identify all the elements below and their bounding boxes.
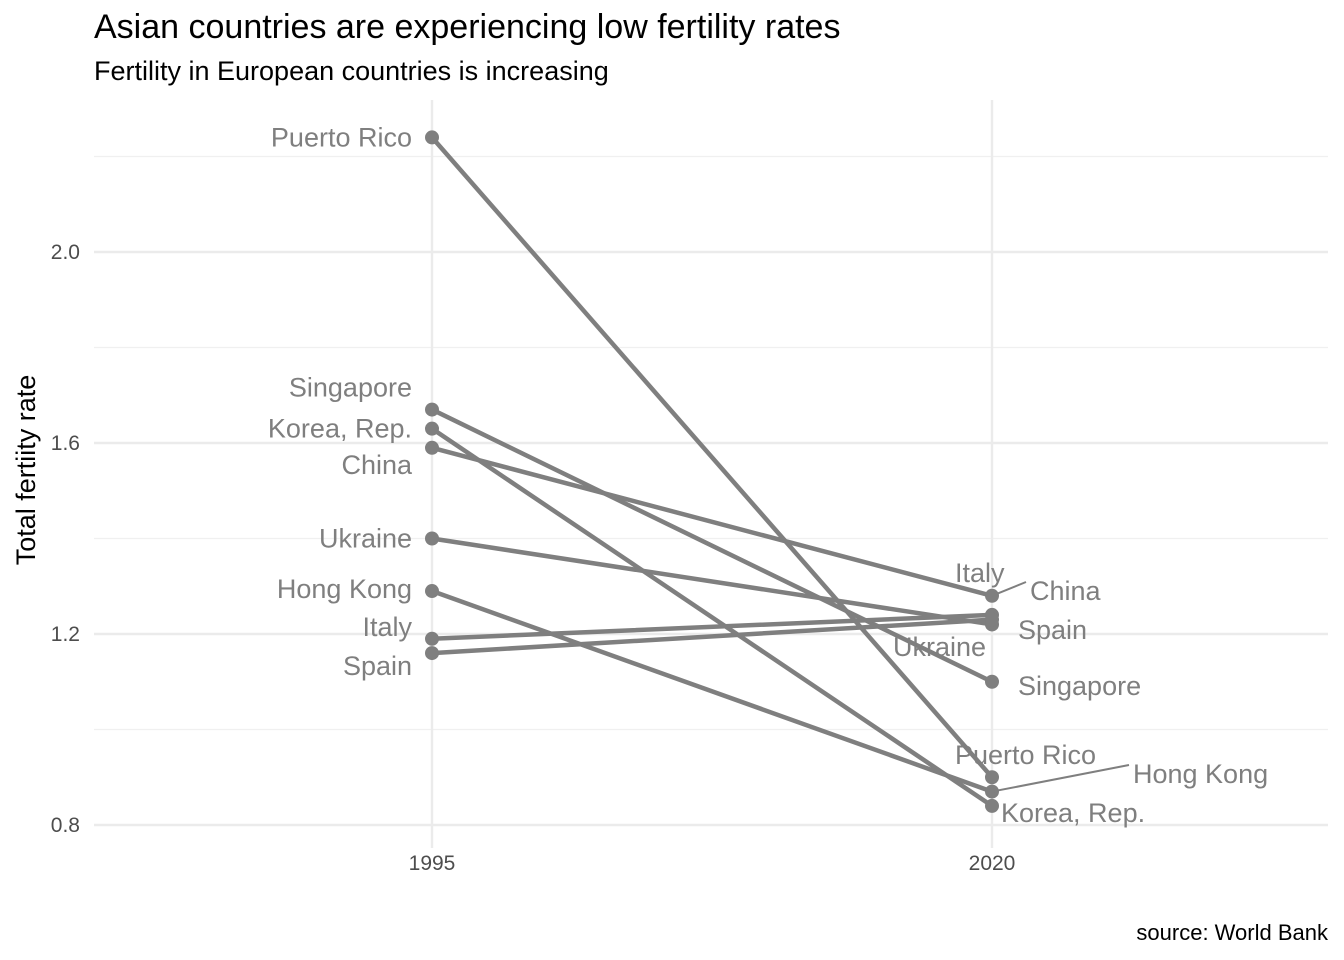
data-point [425, 584, 439, 599]
label-1995: Spain [343, 651, 412, 681]
x-tick-label: 2020 [969, 852, 1016, 875]
label-1995: Korea, Rep. [268, 414, 412, 444]
data-point [425, 402, 439, 417]
series-line [429, 536, 995, 627]
data-point [985, 674, 999, 689]
data-point [425, 440, 439, 455]
y-tick-label: 1.6 [51, 432, 80, 455]
series-line [429, 612, 995, 642]
y-tick-label: 1.2 [51, 623, 80, 646]
label-leader-line [991, 764, 1130, 793]
axes: 0.8 1.2 1.6 2.0 1995 2020 [51, 241, 1016, 875]
label-1995: China [341, 450, 413, 480]
series-line [429, 588, 995, 794]
label-2020: Spain [1018, 615, 1087, 645]
label-1995: Italy [362, 612, 412, 642]
label-2020: Hong Kong [1133, 759, 1268, 789]
chart-caption: source: World Bank [1136, 920, 1329, 945]
chart-title: Asian countries are experiencing low fer… [94, 8, 840, 46]
label-2020: Puerto Rico [955, 740, 1096, 770]
series-line [429, 135, 995, 780]
grid [94, 100, 1328, 848]
data-point [985, 612, 999, 627]
series-lines [425, 130, 999, 813]
label-2020: Ukraine [893, 632, 986, 662]
y-axis-label: Total fertiity rate [11, 375, 41, 566]
y-tick-label: 2.0 [51, 241, 80, 264]
data-point [425, 646, 439, 661]
label-1995: Puerto Rico [271, 122, 412, 152]
point-labels: Puerto Rico Puerto Rico Singapore Singapore… [268, 122, 1268, 828]
chart-subtitle: Fertility in European countries is incre… [94, 56, 609, 86]
label-1995: Hong Kong [277, 574, 412, 604]
data-point [425, 130, 439, 145]
data-point [985, 798, 999, 813]
label-2020: Korea, Rep. [1001, 798, 1145, 828]
series-line [429, 617, 995, 656]
data-point [425, 421, 439, 436]
series-line [429, 407, 995, 684]
label-2020: China [1030, 576, 1102, 606]
label-1995: Singapore [289, 373, 412, 403]
y-tick-label: 0.8 [51, 814, 80, 837]
label-1995: Ukraine [319, 524, 412, 554]
x-tick-label: 1995 [409, 852, 456, 875]
label-leader-line [991, 581, 1027, 597]
series-line [429, 426, 995, 809]
data-point [425, 631, 439, 646]
label-2020: Italy [955, 558, 1005, 588]
series-line [429, 445, 995, 599]
data-point [985, 770, 999, 785]
data-point [425, 531, 439, 546]
label-2020: Singapore [1018, 671, 1141, 701]
